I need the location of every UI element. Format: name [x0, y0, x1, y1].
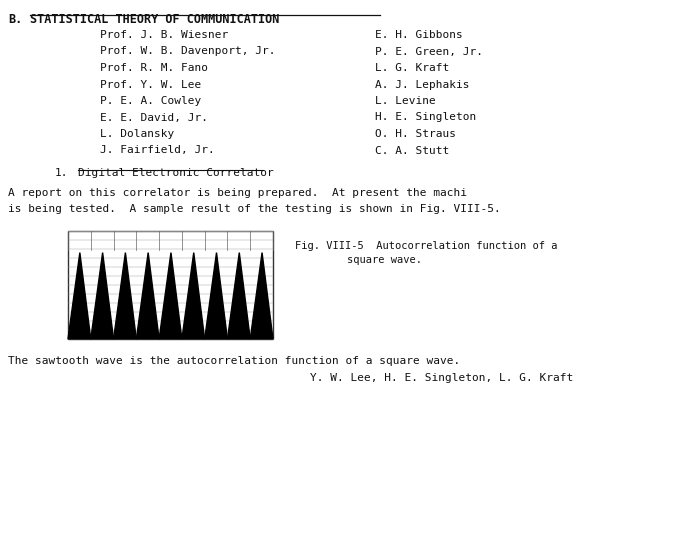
Text: Fig. VIII-5  Autocorrelation function of a: Fig. VIII-5 Autocorrelation function of …: [295, 241, 558, 251]
Text: Prof. W. B. Davenport, Jr.: Prof. W. B. Davenport, Jr.: [100, 46, 276, 56]
Polygon shape: [159, 253, 182, 339]
Polygon shape: [204, 253, 228, 339]
Polygon shape: [114, 253, 137, 339]
Text: square wave.: square wave.: [347, 255, 422, 265]
Text: Y. W. Lee, H. E. Singleton, L. G. Kraft: Y. W. Lee, H. E. Singleton, L. G. Kraft: [310, 373, 573, 383]
Text: L. Levine: L. Levine: [375, 96, 436, 106]
Text: The sawtooth wave is the autocorrelation function of a square wave.: The sawtooth wave is the autocorrelation…: [8, 356, 460, 366]
Polygon shape: [68, 253, 91, 339]
Text: B.: B.: [8, 13, 22, 26]
Polygon shape: [228, 253, 250, 339]
Text: 1.: 1.: [55, 168, 69, 178]
Text: P. E. A. Cowley: P. E. A. Cowley: [100, 96, 201, 106]
Text: A. J. Lephakis: A. J. Lephakis: [375, 80, 469, 90]
Bar: [68, 231, 273, 339]
Polygon shape: [182, 253, 204, 339]
Text: O. H. Straus: O. H. Straus: [375, 129, 456, 139]
Text: L. Dolansky: L. Dolansky: [100, 129, 174, 139]
Text: Digital Electronic Correlator: Digital Electronic Correlator: [78, 168, 274, 178]
Text: P. E. Green, Jr.: P. E. Green, Jr.: [375, 46, 483, 56]
Text: Prof. R. M. Fano: Prof. R. M. Fano: [100, 63, 208, 73]
Text: H. E. Singleton: H. E. Singleton: [375, 112, 476, 122]
Text: L. G. Kraft: L. G. Kraft: [375, 63, 449, 73]
Text: is being tested.  A sample result of the testing is shown in Fig. VIII-5.: is being tested. A sample result of the …: [8, 204, 501, 214]
Text: C. A. Stutt: C. A. Stutt: [375, 145, 449, 156]
Text: Prof. J. B. Wiesner: Prof. J. B. Wiesner: [100, 30, 228, 40]
Text: STATISTICAL THEORY OF COMMUNICATION: STATISTICAL THEORY OF COMMUNICATION: [30, 13, 279, 26]
Text: E. E. David, Jr.: E. E. David, Jr.: [100, 112, 208, 122]
Polygon shape: [137, 253, 159, 339]
Text: J. Fairfield, Jr.: J. Fairfield, Jr.: [100, 145, 215, 156]
Text: A report on this correlator is being prepared.  At present the machi: A report on this correlator is being pre…: [8, 188, 467, 198]
Text: E. H. Gibbons: E. H. Gibbons: [375, 30, 463, 40]
Polygon shape: [250, 253, 273, 339]
Polygon shape: [91, 253, 114, 339]
Text: Prof. Y. W. Lee: Prof. Y. W. Lee: [100, 80, 201, 90]
